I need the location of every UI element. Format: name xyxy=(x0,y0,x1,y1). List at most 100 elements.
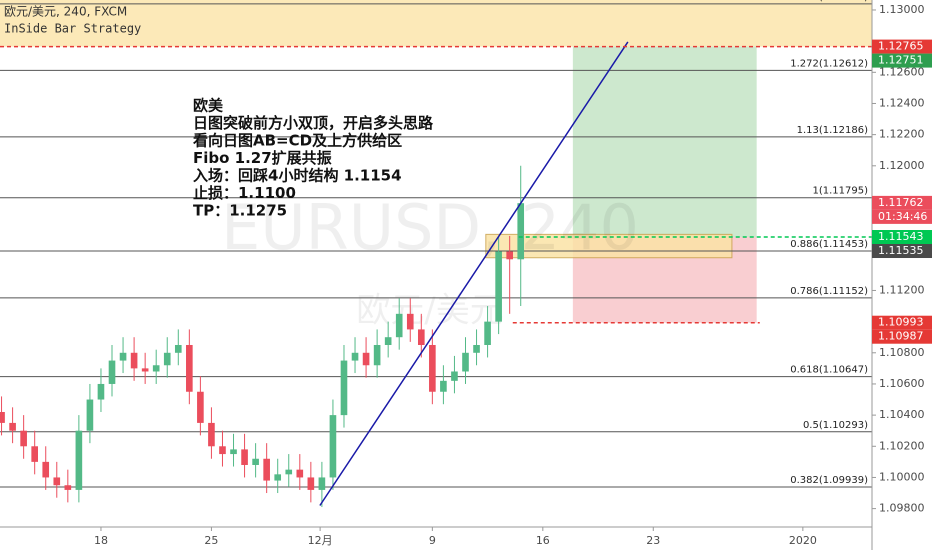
candle-body xyxy=(318,477,326,490)
price-tag-label: 1.11543 xyxy=(878,230,924,243)
annotation-line: Fibo 1.27扩展共振 xyxy=(193,149,332,167)
price-tag-label: 1.11535 xyxy=(878,244,924,257)
candle-body xyxy=(495,251,502,322)
fib-label: 0.886(1.11453) xyxy=(790,239,868,250)
x-tick-label: 2020 xyxy=(789,534,817,547)
candle-body xyxy=(53,477,61,486)
candle-body xyxy=(31,446,38,462)
fib-label: 1.13(1.12186) xyxy=(797,125,869,136)
candle-body xyxy=(9,422,16,431)
candle-body xyxy=(219,446,226,455)
candle-body xyxy=(373,344,381,366)
watermark-sub: 欧元/美元 xyxy=(356,291,503,331)
price-tag-label: 1.10987 xyxy=(878,330,924,343)
candle-body xyxy=(340,360,348,416)
x-tick-label: 9 xyxy=(429,534,436,547)
candle-body xyxy=(119,352,127,361)
candle-body xyxy=(108,360,116,384)
candle-body xyxy=(252,458,259,465)
candle-body xyxy=(506,251,513,260)
x-tick-label: 25 xyxy=(204,534,218,547)
y-tick-label: 1.10200 xyxy=(879,439,925,452)
price-tag xyxy=(872,39,932,54)
y-tick-label: 1.10400 xyxy=(879,408,925,421)
price-tag xyxy=(872,329,932,344)
fib-label: 1.414(1.13039) xyxy=(790,0,868,3)
price-tag-label: 1.12765 xyxy=(878,40,924,53)
candle-body xyxy=(208,422,215,447)
fib-label: 0.786(1.11152) xyxy=(790,286,868,297)
watermark: EURUSD, 240 xyxy=(221,191,639,264)
fib-label: 0.5(1.10293) xyxy=(803,420,868,431)
candle-body xyxy=(75,430,83,490)
candle-body xyxy=(362,352,370,366)
annotation-line: 看向日图AB=CD及上方供给区 xyxy=(193,132,402,150)
candle-body xyxy=(285,469,293,475)
y-tick-label: 1.10800 xyxy=(879,346,925,359)
y-tick-label: 1.10600 xyxy=(879,377,925,390)
supply-zone xyxy=(0,0,872,47)
fib-label: 1.272(1.12612) xyxy=(790,58,868,69)
y-tick-label: 1.12400 xyxy=(879,96,925,109)
candle-body xyxy=(0,412,5,423)
candle-body xyxy=(473,344,480,353)
candle-body xyxy=(197,391,204,423)
y-tick-label: 1.13000 xyxy=(879,3,925,16)
candle-body xyxy=(462,352,469,372)
candle-body xyxy=(130,352,138,369)
countdown-tag xyxy=(872,209,932,224)
candle-body xyxy=(429,344,436,392)
candle-body xyxy=(395,313,403,338)
price-tag xyxy=(872,244,932,259)
candle-body xyxy=(484,321,491,345)
y-tick-label: 1.12200 xyxy=(879,128,925,141)
candle-body xyxy=(230,449,237,455)
candle-body xyxy=(351,352,359,361)
candle-body xyxy=(97,383,105,400)
candle-body xyxy=(42,461,50,478)
fib-label: 1(1.11795) xyxy=(812,186,868,197)
candle-body xyxy=(186,344,193,392)
candle-body xyxy=(141,368,149,372)
price-tag-label: 1.12751 xyxy=(878,54,924,67)
candle-body xyxy=(274,474,282,481)
candle-body xyxy=(20,430,27,447)
fib-label: 0.382(1.09939) xyxy=(790,475,868,486)
price-tag xyxy=(872,195,932,210)
x-tick-label: 23 xyxy=(646,534,660,547)
price-tag-label: 1.10993 xyxy=(878,316,924,329)
y-tick-label: 1.09800 xyxy=(879,502,925,515)
annotation-line: 日图突破前方小双顶，开启多头思路 xyxy=(193,114,434,132)
fib-label: 0.618(1.10647) xyxy=(790,365,868,376)
candle-body xyxy=(406,313,414,330)
price-tag xyxy=(872,315,932,330)
countdown: 01:34:46 xyxy=(878,210,927,223)
candle-body xyxy=(329,415,337,478)
candle-body xyxy=(86,399,94,431)
y-tick-label: 1.10000 xyxy=(879,470,925,483)
candle-body xyxy=(517,203,525,260)
y-tick-label: 1.12000 xyxy=(879,159,925,172)
candle-body xyxy=(296,469,304,478)
annotation-line: 欧美 xyxy=(193,97,224,115)
candle-body xyxy=(163,352,171,366)
candle-body xyxy=(440,380,447,392)
annotation-line: TP：1.1275 xyxy=(193,202,287,220)
y-tick-label: 1.12600 xyxy=(879,65,925,78)
x-tick-label: 18 xyxy=(94,534,108,547)
price-tag xyxy=(872,230,932,245)
strategy-name: InSide Bar Strategy xyxy=(4,22,141,36)
candle-body xyxy=(64,485,72,490)
candle-body xyxy=(384,337,392,345)
candle-body xyxy=(263,458,270,481)
candle-body xyxy=(174,344,182,353)
annotation-line: 入场：回踩4小时结构 1.1154 xyxy=(193,167,402,185)
chart-title: 欧元/美元, 240, FXCM xyxy=(4,5,127,19)
candle-body xyxy=(241,449,248,465)
trend-line xyxy=(319,41,629,506)
candle-body xyxy=(307,477,315,490)
x-tick-label: 16 xyxy=(536,534,550,547)
x-tick-label: 12月 xyxy=(308,534,333,547)
